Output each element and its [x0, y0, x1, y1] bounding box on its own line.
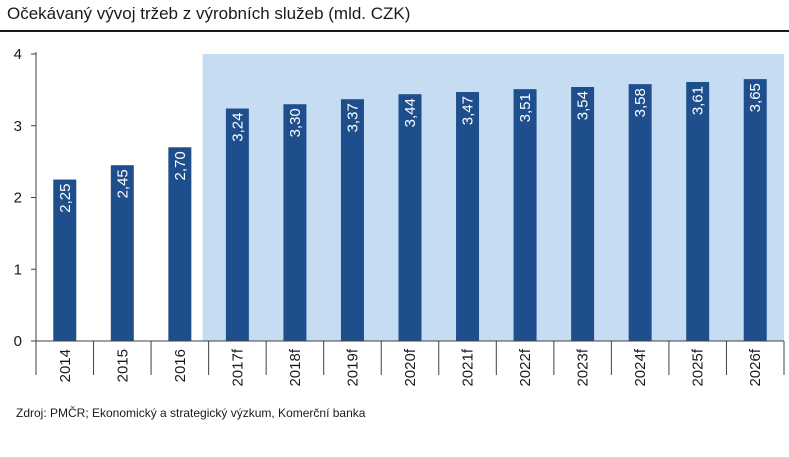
x-tick-label: 2024f [632, 348, 649, 386]
data-label: 3,37 [344, 103, 361, 132]
y-tick-label: 1 [14, 261, 22, 278]
bar [686, 81, 710, 342]
x-tick-label: 2025f [690, 348, 707, 386]
x-tick-label: 2019f [344, 348, 361, 386]
x-tick-label: 2021f [460, 348, 477, 386]
source-note: Zdroj: PMČR; Ekonomický a strategický vý… [16, 406, 366, 420]
y-tick-label: 3 [14, 118, 22, 135]
data-label: 3,30 [287, 108, 304, 137]
axes-layer [31, 52, 785, 375]
y-tick-label: 0 [14, 333, 22, 350]
bar [456, 92, 480, 341]
data-label: 3,51 [517, 93, 534, 122]
x-tick-label: 2023f [575, 348, 592, 386]
labels-layer: 0 1 2 3 4 2,25 2014 2,45 2015 2,70 2016 3,24 2017f 3,… [14, 46, 765, 387]
x-tick-label: 2015 [114, 349, 131, 382]
x-tick-label: 2020f [402, 348, 419, 386]
data-label: 3,24 [229, 113, 246, 142]
y-tick-label: 2 [14, 190, 22, 207]
data-label: 3,65 [747, 83, 764, 112]
bar [283, 104, 307, 341]
bar [513, 89, 537, 341]
bar-chart: 0 1 2 3 4 2,25 2014 2,45 2015 2,70 2016 3,24 2017f 3,… [14, 46, 785, 387]
data-label: 3,54 [575, 91, 592, 120]
x-tick-label: 2026f [747, 348, 764, 386]
x-tick-label: 2018f [287, 348, 304, 386]
bar [628, 84, 652, 341]
data-label: 3,58 [632, 88, 649, 117]
data-label: 3,47 [460, 96, 477, 125]
bar [340, 99, 364, 341]
chart-title: Očekávaný vývoj tržeb z výrobních služeb… [7, 4, 411, 23]
x-tick-label: 2017f [229, 348, 246, 386]
x-tick-label: 2014 [57, 349, 74, 382]
bar [398, 94, 422, 342]
bar [168, 147, 192, 341]
data-label: 2,70 [172, 151, 189, 180]
data-label: 2,25 [57, 184, 74, 213]
y-tick-label: 4 [14, 46, 22, 63]
bars-layer [53, 79, 767, 342]
bar [110, 165, 134, 341]
data-label: 2,45 [114, 169, 131, 198]
data-label: 3,44 [402, 98, 419, 127]
x-tick-label: 2022f [517, 348, 534, 386]
bar [225, 108, 249, 341]
bar [743, 79, 767, 342]
title-divider [0, 30, 789, 32]
data-label: 3,61 [690, 86, 707, 115]
bar [53, 179, 77, 341]
bar [571, 87, 595, 341]
x-tick-label: 2016 [172, 349, 189, 382]
